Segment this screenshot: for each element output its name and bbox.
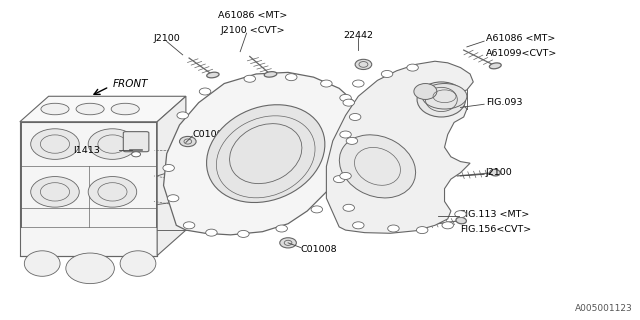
Ellipse shape — [88, 129, 137, 159]
Ellipse shape — [285, 74, 297, 81]
Ellipse shape — [349, 114, 361, 121]
Ellipse shape — [455, 211, 467, 218]
Ellipse shape — [264, 72, 277, 77]
Ellipse shape — [355, 59, 372, 69]
Text: A61086 <MT>: A61086 <MT> — [486, 35, 556, 44]
Polygon shape — [164, 72, 362, 235]
Ellipse shape — [163, 164, 174, 172]
FancyBboxPatch shape — [124, 132, 149, 152]
Text: C01008: C01008 — [192, 130, 229, 139]
Ellipse shape — [343, 99, 355, 106]
Ellipse shape — [490, 169, 500, 176]
Ellipse shape — [414, 84, 437, 100]
Ellipse shape — [111, 103, 140, 115]
Text: FIG.156<CVT>: FIG.156<CVT> — [461, 225, 532, 234]
Ellipse shape — [66, 253, 115, 284]
Text: J2100 <CVT>: J2100 <CVT> — [221, 27, 285, 36]
Ellipse shape — [321, 80, 332, 87]
Ellipse shape — [417, 227, 428, 234]
Text: FRONT: FRONT — [113, 78, 148, 89]
Text: 22442: 22442 — [343, 31, 373, 40]
Ellipse shape — [417, 82, 466, 117]
Text: A61099<CVT>: A61099<CVT> — [486, 49, 557, 58]
Ellipse shape — [276, 225, 287, 232]
Text: FIG.093: FIG.093 — [486, 98, 522, 107]
Ellipse shape — [88, 177, 137, 207]
Ellipse shape — [381, 70, 393, 77]
Ellipse shape — [311, 206, 323, 213]
Ellipse shape — [442, 222, 454, 229]
Ellipse shape — [407, 64, 419, 71]
Ellipse shape — [244, 75, 255, 82]
Ellipse shape — [339, 135, 415, 198]
Ellipse shape — [388, 225, 399, 232]
Ellipse shape — [132, 152, 141, 157]
Ellipse shape — [280, 238, 296, 248]
Ellipse shape — [207, 105, 325, 203]
Ellipse shape — [353, 222, 364, 229]
Ellipse shape — [207, 72, 219, 78]
Text: FIG.113 <MT>: FIG.113 <MT> — [461, 210, 530, 219]
Polygon shape — [20, 96, 186, 122]
Ellipse shape — [31, 177, 79, 207]
Polygon shape — [157, 96, 186, 256]
Ellipse shape — [340, 131, 351, 138]
Ellipse shape — [179, 136, 196, 147]
Ellipse shape — [422, 84, 467, 109]
Polygon shape — [20, 122, 157, 256]
Ellipse shape — [31, 129, 79, 159]
Ellipse shape — [353, 80, 364, 87]
Ellipse shape — [205, 229, 217, 236]
Ellipse shape — [76, 103, 104, 115]
Ellipse shape — [24, 251, 60, 276]
Text: A61086 <MT>: A61086 <MT> — [218, 11, 287, 20]
Polygon shape — [326, 61, 473, 233]
Ellipse shape — [168, 195, 179, 202]
Text: I1413: I1413 — [73, 146, 100, 155]
Ellipse shape — [237, 230, 249, 237]
Ellipse shape — [177, 112, 188, 119]
Ellipse shape — [340, 94, 351, 101]
Ellipse shape — [41, 103, 69, 115]
Text: C01008: C01008 — [301, 245, 337, 254]
Text: J2100: J2100 — [154, 35, 180, 44]
Ellipse shape — [183, 222, 195, 229]
Text: A005001123: A005001123 — [575, 304, 633, 313]
Ellipse shape — [340, 172, 351, 180]
Ellipse shape — [346, 137, 358, 144]
Ellipse shape — [199, 88, 211, 95]
Ellipse shape — [343, 204, 355, 211]
Ellipse shape — [456, 217, 467, 224]
Text: J2100: J2100 — [486, 168, 513, 177]
Ellipse shape — [120, 251, 156, 276]
Ellipse shape — [490, 63, 501, 69]
Ellipse shape — [333, 176, 345, 183]
